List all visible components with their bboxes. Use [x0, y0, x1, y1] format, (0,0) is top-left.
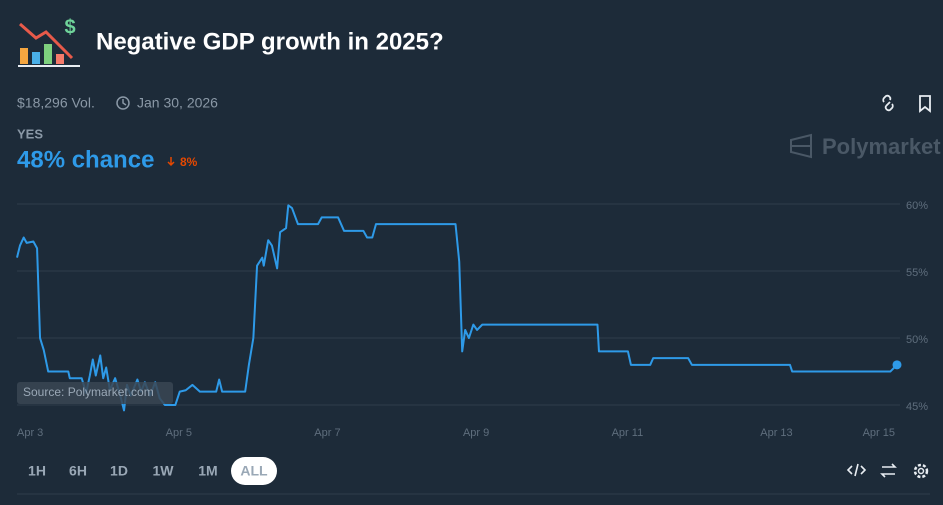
down-arrow: [167, 157, 175, 167]
clock-icon: [116, 96, 130, 110]
price-line: [16, 204, 898, 412]
chance: 48% chance: [17, 146, 154, 173]
range-button[interactable]: ALL: [240, 463, 268, 479]
swap-button[interactable]: [880, 463, 897, 478]
plot: 45% 50% 55% 60% Apr 3 Apr 5 Apr 7 Apr 9 Apr 11 Ap…: [16, 200, 928, 439]
x-tick-label: Apr 15: [863, 427, 895, 439]
range-active[interactable]: [231, 457, 277, 485]
x-tick-label: Apr 9: [463, 427, 489, 439]
x-tick-label: Apr 13: [760, 427, 792, 439]
range-selector: 1H 6H 1D 1W 1M ALL: [28, 457, 277, 485]
embed-button[interactable]: [846, 463, 867, 477]
current-point: [892, 360, 902, 370]
x-tick-label: Apr 5: [166, 427, 192, 439]
range-button[interactable]: 1D: [110, 463, 128, 479]
end-date: Jan 30, 2026: [137, 95, 218, 111]
change: 8%: [180, 155, 198, 169]
volume: $18,296 Vol.: [17, 95, 95, 111]
brand-watermark: Polymarket: [822, 134, 941, 159]
market-icon: $: [18, 16, 80, 67]
settings-button[interactable]: [913, 463, 929, 479]
x-tick-label: Apr 11: [612, 427, 644, 439]
brand-logo: [790, 133, 812, 159]
bookmark-button[interactable]: [919, 95, 931, 113]
range-button[interactable]: 1M: [198, 463, 217, 479]
y-tick-label: 45%: [906, 401, 928, 413]
source: Source: Polymarket.com: [23, 385, 154, 399]
range-button[interactable]: 1W: [153, 463, 175, 479]
y-tick-label: 55%: [906, 267, 928, 279]
y-tick-label: 60%: [906, 200, 928, 212]
market-title: Negative GDP growth in 2025?: [96, 28, 444, 55]
icon-glyph: $: [64, 16, 75, 38]
x-tick-label: Apr 7: [314, 427, 340, 439]
y-tick-label: 50%: [906, 334, 928, 346]
range-button[interactable]: 1H: [28, 463, 46, 479]
outcome: YES: [17, 126, 43, 141]
x-tick-label: Apr 3: [17, 427, 43, 439]
range-button[interactable]: 6H: [69, 463, 87, 479]
link-button[interactable]: [882, 94, 894, 112]
source-badge: [17, 382, 173, 404]
